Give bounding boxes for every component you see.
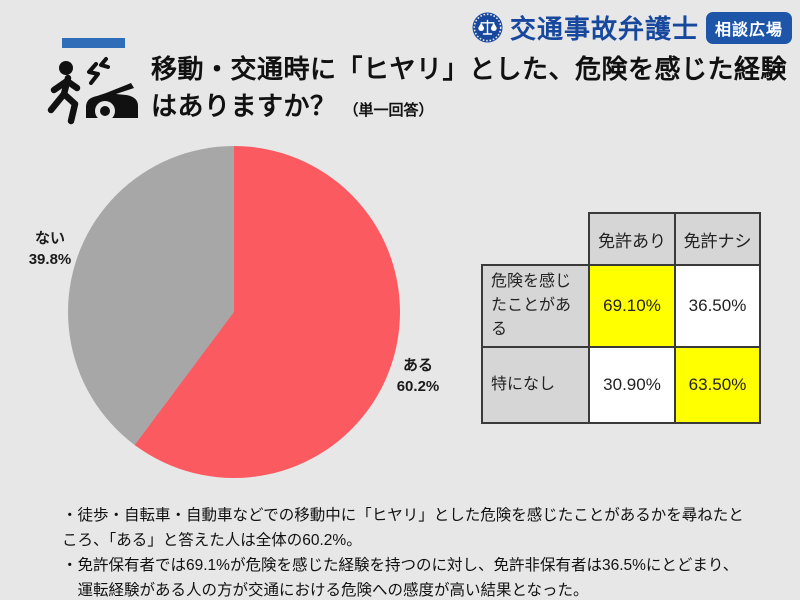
title-accent-bar (62, 38, 125, 48)
table-cell-no-nothing: 63.50% (674, 346, 761, 424)
note-line: ・徒歩・自転車・自動車などでの移動中に「ヒヤリ」とした危険を感じたことがあるかを… (62, 507, 744, 524)
table-cell-no-felt: 36.50% (674, 264, 761, 348)
pie-label-nai: ない 39.8% (10, 228, 90, 270)
table-col-license-yes: 免許あり (588, 212, 676, 266)
table-cell-yes-felt: 69.10% (588, 264, 676, 348)
result-table: 免許あり 免許ナシ 危険を感じたことがある 69.10% 36.50% 特になし… (481, 212, 761, 424)
page-title-suffix: （単一回答） (343, 102, 434, 119)
table-rowlabel-nothing: 特になし (481, 346, 590, 424)
pedestrian-car-crash-icon (46, 55, 140, 130)
note-line: ・免許保有者では69.1%が危険を感じた経験を持つのに対し、免許非保有者は36.… (62, 557, 739, 574)
scales-of-justice-emblem-icon (472, 12, 503, 43)
page-title-line1: 移動・交通時に「ヒヤリ」とした、危険を感じた経験 (151, 54, 788, 84)
pie-label-nai-name: ない (34, 230, 65, 247)
page-title-line2: はありますか？ （単一回答） (151, 91, 434, 121)
note-line: ころ、「ある」と答えた人は全体の60.2%。 (62, 532, 362, 549)
table-col-license-no: 免許ナシ (674, 212, 761, 266)
pie-label-nai-value: 39.8% (28, 251, 72, 268)
table-corner-cell (482, 213, 589, 265)
pie-label-aru-value: 60.2% (396, 378, 440, 395)
page-title: 移動・交通時に「ヒヤリ」とした、危険を感じた経験 はありますか？ （単一回答） (151, 51, 787, 129)
table-cell-yes-nothing: 30.90% (588, 346, 676, 424)
pie-label-aru: ある 60.2% (378, 355, 458, 397)
pie-label-aru-name: ある (402, 357, 433, 374)
summary-notes: ・徒歩・自転車・自動車などでの移動中に「ヒヤリ」とした危険を感じたことがあるかを… (62, 503, 744, 600)
table-header-row: 免許あり 免許ナシ (482, 212, 761, 266)
table-rowlabel-felt-danger: 危険を感じたことがある (481, 264, 590, 348)
brand-logo-text: 交通事故弁護士 (509, 14, 699, 44)
note-line: 運転経験がある人の方が交通における危険への感度が高い結果となった。 (62, 582, 589, 599)
table-row: 特になし 30.90% 63.50% (481, 346, 761, 424)
table-row: 危険を感じたことがある 69.10% 36.50% (481, 264, 761, 348)
brand-badge: 相談広場 (705, 11, 792, 44)
brand-header: 交通事故弁護士 相談広場 (472, 9, 792, 46)
pie-chart (68, 146, 400, 478)
